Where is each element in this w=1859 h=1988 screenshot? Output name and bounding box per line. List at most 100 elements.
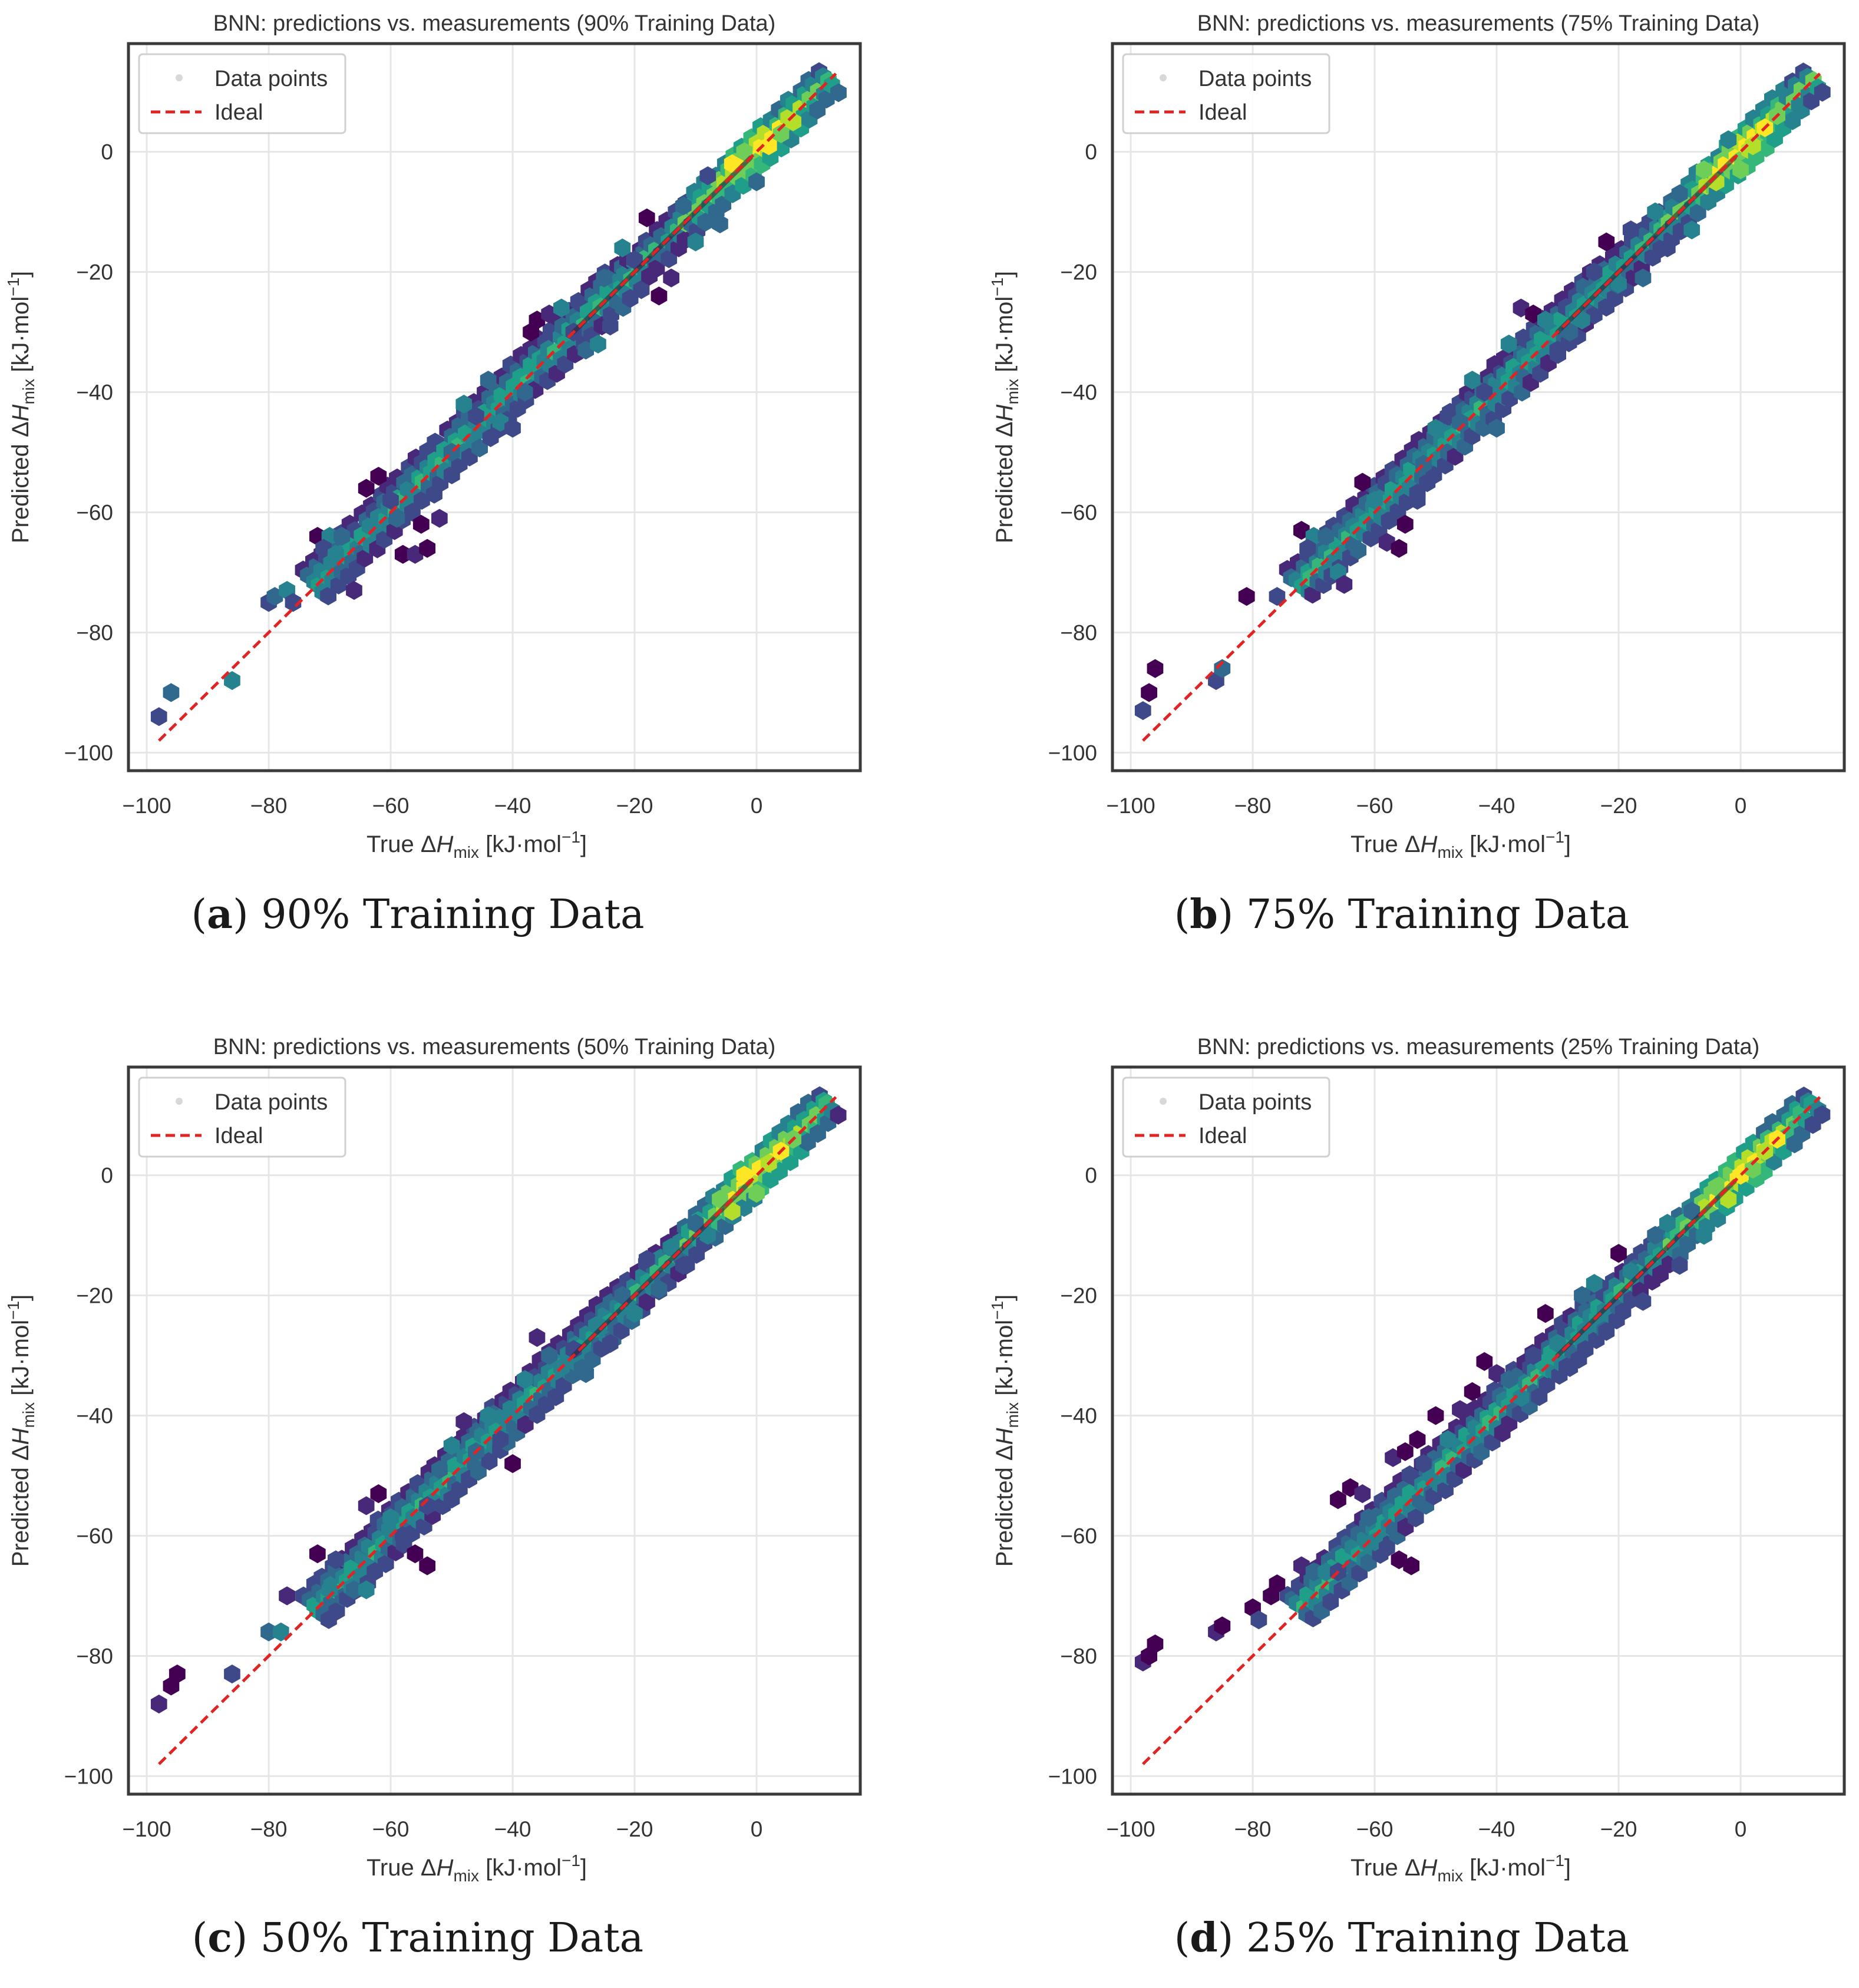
x-tick-label: −60 (1356, 794, 1394, 818)
hexbin-cell (1134, 701, 1151, 721)
hexbin-cell (1378, 1538, 1395, 1557)
plot-frame (1111, 1065, 1846, 1796)
ideal-line (1141, 72, 1821, 742)
hexbin-cell (1269, 1574, 1286, 1594)
hexbin-cell (358, 478, 375, 498)
hexbin-cell (480, 1406, 497, 1425)
hexbin-cell (1147, 659, 1164, 678)
caption-close: ) (232, 1915, 248, 1961)
hexbin-cell (443, 1436, 460, 1455)
hexbin-cell (1586, 262, 1603, 282)
hexbin-cell (712, 214, 728, 233)
hexbin-cell (1574, 1286, 1590, 1305)
hexbin-cell (1814, 82, 1831, 102)
y-label-prefix: Predicted (992, 1461, 1018, 1567)
hexbin-cell (1537, 311, 1554, 330)
y-tick-label: −40 (1060, 1404, 1097, 1428)
x-tick-label: −40 (494, 794, 531, 818)
hexbin-cell (1732, 160, 1749, 180)
hexbin-cell (377, 1554, 394, 1573)
x-label-exp: −1 (1546, 1851, 1564, 1870)
hexbin-cell (1488, 418, 1505, 438)
hexbin-cell (661, 249, 678, 269)
hexbin-cell (1464, 1382, 1481, 1401)
y-label-sub: mix (19, 379, 38, 405)
hexbin-cell (169, 1665, 186, 1684)
y-tick-label: −100 (64, 741, 113, 765)
legend-marker-data-points (176, 1098, 183, 1105)
x-tick-label: −100 (1106, 794, 1155, 818)
hexbin-cell (1409, 1430, 1426, 1449)
hexbin-cell (481, 1451, 498, 1471)
hexbin-cell (1709, 1209, 1726, 1229)
y-label-close: ] (992, 1294, 1018, 1301)
hexbin-cell (1238, 587, 1255, 606)
legend-label-ideal: Ideal (1198, 1124, 1247, 1148)
hexbin-cell (272, 1622, 289, 1642)
legend-marker-data-points (1160, 74, 1167, 81)
hexbin-cell (1318, 527, 1335, 546)
hexbin-cell (1147, 1634, 1164, 1654)
hexbin-cell (626, 1304, 643, 1323)
hexbin-cell (328, 1550, 344, 1570)
hexbin-cell (504, 1454, 521, 1474)
legend-label-data-points: Data points (214, 1090, 328, 1115)
legend-label-data-points: Data points (214, 67, 328, 91)
hexbin-cell (1476, 382, 1493, 402)
legend: Data points Ideal (138, 53, 346, 134)
hexbin-cell (1744, 136, 1761, 156)
hexbin-cell (1214, 1616, 1231, 1636)
plot-frame (127, 1065, 862, 1796)
hexbin-cell (320, 586, 336, 606)
hexbin-cell (675, 196, 692, 216)
panels: −100 −80 −60 −40 −20 0−100−80−60−40−200 BNN: p… (4, 11, 1846, 1961)
hexbin-cell (455, 1412, 473, 1431)
ticks: −100 −80 −60 −40 −20 0 −100 −80 −60 −40 −20 0 (1048, 140, 1747, 818)
x-axis-label: True ΔHmix [kJ·mol−1] (1351, 828, 1571, 861)
x-label-prefix: True (366, 831, 421, 857)
hexbin-cell (1439, 1430, 1457, 1449)
y-label-delta: Δ (992, 421, 1018, 437)
hexbin-cell (414, 491, 430, 510)
chart-title: BNN: predictions vs. measurements (50% T… (213, 1035, 776, 1059)
caption-text: 75% Training Data (1233, 891, 1629, 938)
hexbin-cell (1476, 1352, 1493, 1371)
caption-letter: c (207, 1914, 232, 1961)
x-tick-label: −20 (1600, 1817, 1637, 1841)
hexbin-cell (577, 1364, 595, 1383)
hexbin-cell (1696, 1226, 1712, 1245)
chart-title: BNN: predictions vs. measurements (90% T… (213, 11, 776, 36)
hexbin-cell (334, 527, 351, 546)
hexbin-cell (529, 1327, 546, 1347)
x-label-prefix: True (1351, 1855, 1405, 1881)
hexbin-cell (404, 503, 421, 522)
x-tick-label: 0 (751, 1817, 763, 1841)
hexbin-cell (1614, 1302, 1632, 1321)
hexbin-cell (1647, 1226, 1663, 1245)
x-label-close: ] (580, 831, 587, 857)
y-label-delta: Δ (8, 421, 34, 437)
y-tick-label: −100 (1048, 1764, 1097, 1788)
y-tick-label: −100 (64, 1764, 113, 1788)
hexbin-cell (830, 83, 847, 103)
caption-close: ) (1218, 891, 1234, 938)
caption-letter: b (1190, 891, 1218, 938)
hexbin-cell (1720, 130, 1737, 150)
x-tick-label: −20 (616, 794, 653, 818)
caption-close: ) (233, 891, 249, 938)
hexbin-layer (150, 1086, 847, 1765)
y-tick-label: −60 (1060, 1524, 1097, 1548)
hexbin-cell (285, 593, 302, 612)
hexbin-layer (150, 62, 847, 742)
hexbin-cell (1452, 1400, 1468, 1419)
hexbin-cell (687, 232, 704, 252)
x-label-delta: Δ (1405, 831, 1421, 857)
hexbin-cell (412, 514, 430, 534)
panel-b: −100 −80 −60 −40 −20 0 −100 −80 −60 −40 −20 0 BNN: p… (988, 11, 1846, 938)
x-label-prefix: True (1351, 831, 1405, 857)
hexbin-cell (468, 407, 484, 426)
hexbin-cell (1814, 1105, 1831, 1124)
hexbin-cell (492, 1430, 509, 1449)
hexbin-cell (785, 112, 801, 131)
hexbin-cell (358, 1496, 375, 1515)
